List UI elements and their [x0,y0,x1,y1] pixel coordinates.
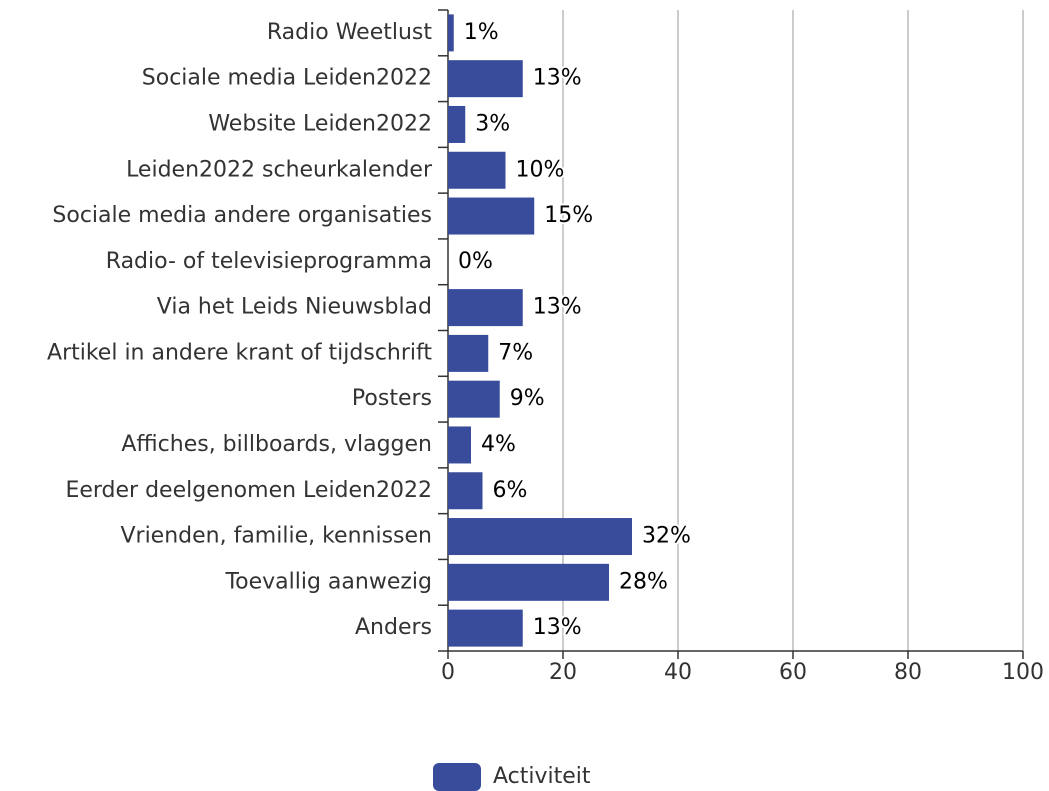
y-tick-label: Sociale media Leiden2022 [142,66,432,91]
bar [448,472,483,510]
y-tick-label: Anders [355,615,432,640]
legend-swatch [433,763,481,791]
data-label: 32% [642,524,691,549]
legend-label: Activiteit [493,764,591,789]
x-tick-label: 0 [441,660,455,685]
bar [448,105,466,143]
data-label: 15% [544,203,593,228]
y-tick-label: Radio Weetlust [267,20,432,45]
bar [448,426,471,464]
y-tick-label: Vrienden, familie, kennissen [120,524,432,549]
bar [448,609,523,647]
bar [448,151,506,189]
x-tick-label: 100 [1002,660,1044,685]
bar [448,518,632,556]
y-tick-label: Sociale media andere organisaties [52,203,432,228]
bar [448,563,609,601]
data-label: 13% [533,295,582,320]
y-tick-label: Leiden2022 scheurkalender [126,157,433,182]
data-label: 13% [533,66,582,91]
data-label: 3% [475,111,510,136]
bar [448,14,454,52]
y-tick-label: Radio- of televisieprogramma [106,249,432,274]
y-tick-label: Artikel in andere krant of tijdschrift [47,340,432,365]
y-tick-label: Affiches, billboards, vlaggen [121,432,432,457]
data-label: 13% [533,615,582,640]
data-label: 1% [464,20,499,45]
bar [448,334,489,372]
data-label: 9% [510,386,545,411]
x-tick-label: 20 [549,660,577,685]
y-tick-label: Via het Leids Nieuwsblad [157,295,432,320]
data-label: 0% [458,249,493,274]
data-label: 7% [498,340,533,365]
bar [448,380,500,418]
y-tick-label: Website Leiden2022 [208,111,432,136]
data-label: 28% [619,569,668,594]
y-tick-label: Posters [352,386,432,411]
bar [448,289,523,327]
x-tick-label: 40 [664,660,692,685]
y-tick-label: Toevallig aanwezig [224,569,432,594]
x-tick-label: 60 [779,660,807,685]
bar [448,197,535,235]
data-label: 4% [481,432,516,457]
data-label: 10% [516,157,565,182]
x-tick-label: 80 [894,660,922,685]
y-tick-label: Eerder deelgenomen Leiden2022 [65,478,432,503]
data-label: 6% [493,478,528,503]
bar [448,60,523,98]
